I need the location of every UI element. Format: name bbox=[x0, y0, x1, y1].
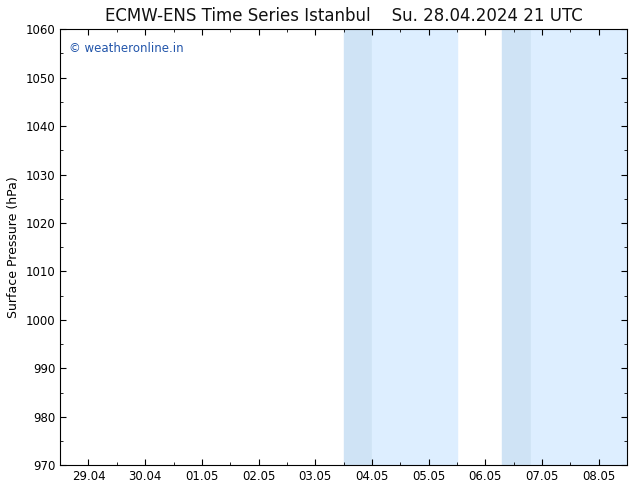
Bar bbox=[400, 29, 457, 465]
Bar bbox=[502, 29, 531, 465]
Y-axis label: Surface Pressure (hPa): Surface Pressure (hPa) bbox=[7, 176, 20, 318]
Bar bbox=[559, 29, 627, 465]
Bar bbox=[372, 29, 400, 465]
Bar bbox=[344, 29, 372, 465]
Title: ECMW-ENS Time Series Istanbul    Su. 28.04.2024 21 UTC: ECMW-ENS Time Series Istanbul Su. 28.04.… bbox=[105, 7, 583, 25]
Text: © weatheronline.in: © weatheronline.in bbox=[68, 42, 183, 55]
Bar bbox=[531, 29, 559, 465]
